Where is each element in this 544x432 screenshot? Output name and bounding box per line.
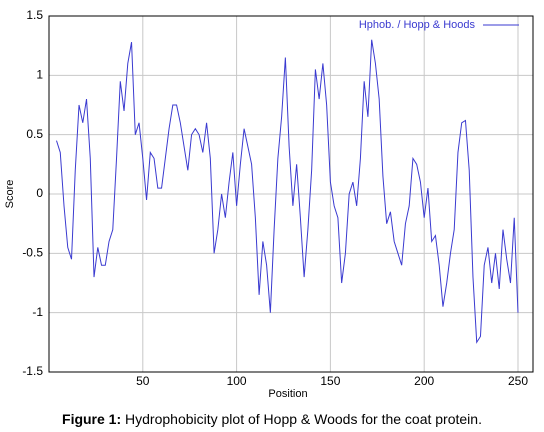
caption-text: Hydrophobicity plot of Hopp & Woods for … xyxy=(121,411,482,427)
y-tick-label: 1.5 xyxy=(26,8,43,22)
y-tick-label: -1.5 xyxy=(22,364,43,378)
x-tick-label: 50 xyxy=(136,374,150,388)
x-axis-label: Position xyxy=(268,388,307,400)
x-tick-label: 200 xyxy=(414,374,434,388)
y-tick-label: 0.5 xyxy=(26,127,43,141)
plot-frame xyxy=(48,15,534,373)
data-line xyxy=(56,39,519,344)
y-axis-label: Score xyxy=(4,180,16,209)
x-tick-label: 150 xyxy=(320,374,340,388)
y-tick-label: 1 xyxy=(36,68,43,82)
y-tick-label: 0 xyxy=(36,186,43,200)
legend-label: Hphob. / Hopp & Hoods xyxy=(359,19,476,31)
y-tick-label: -0.5 xyxy=(22,246,43,260)
caption: Figure 1: Hydrophobicity plot of Hopp & … xyxy=(62,411,482,427)
y-tick-label: -1 xyxy=(32,305,43,319)
x-tick-label: 250 xyxy=(508,374,528,388)
x-tick-label: 100 xyxy=(227,374,247,388)
caption-label: Figure 1: xyxy=(62,411,121,427)
